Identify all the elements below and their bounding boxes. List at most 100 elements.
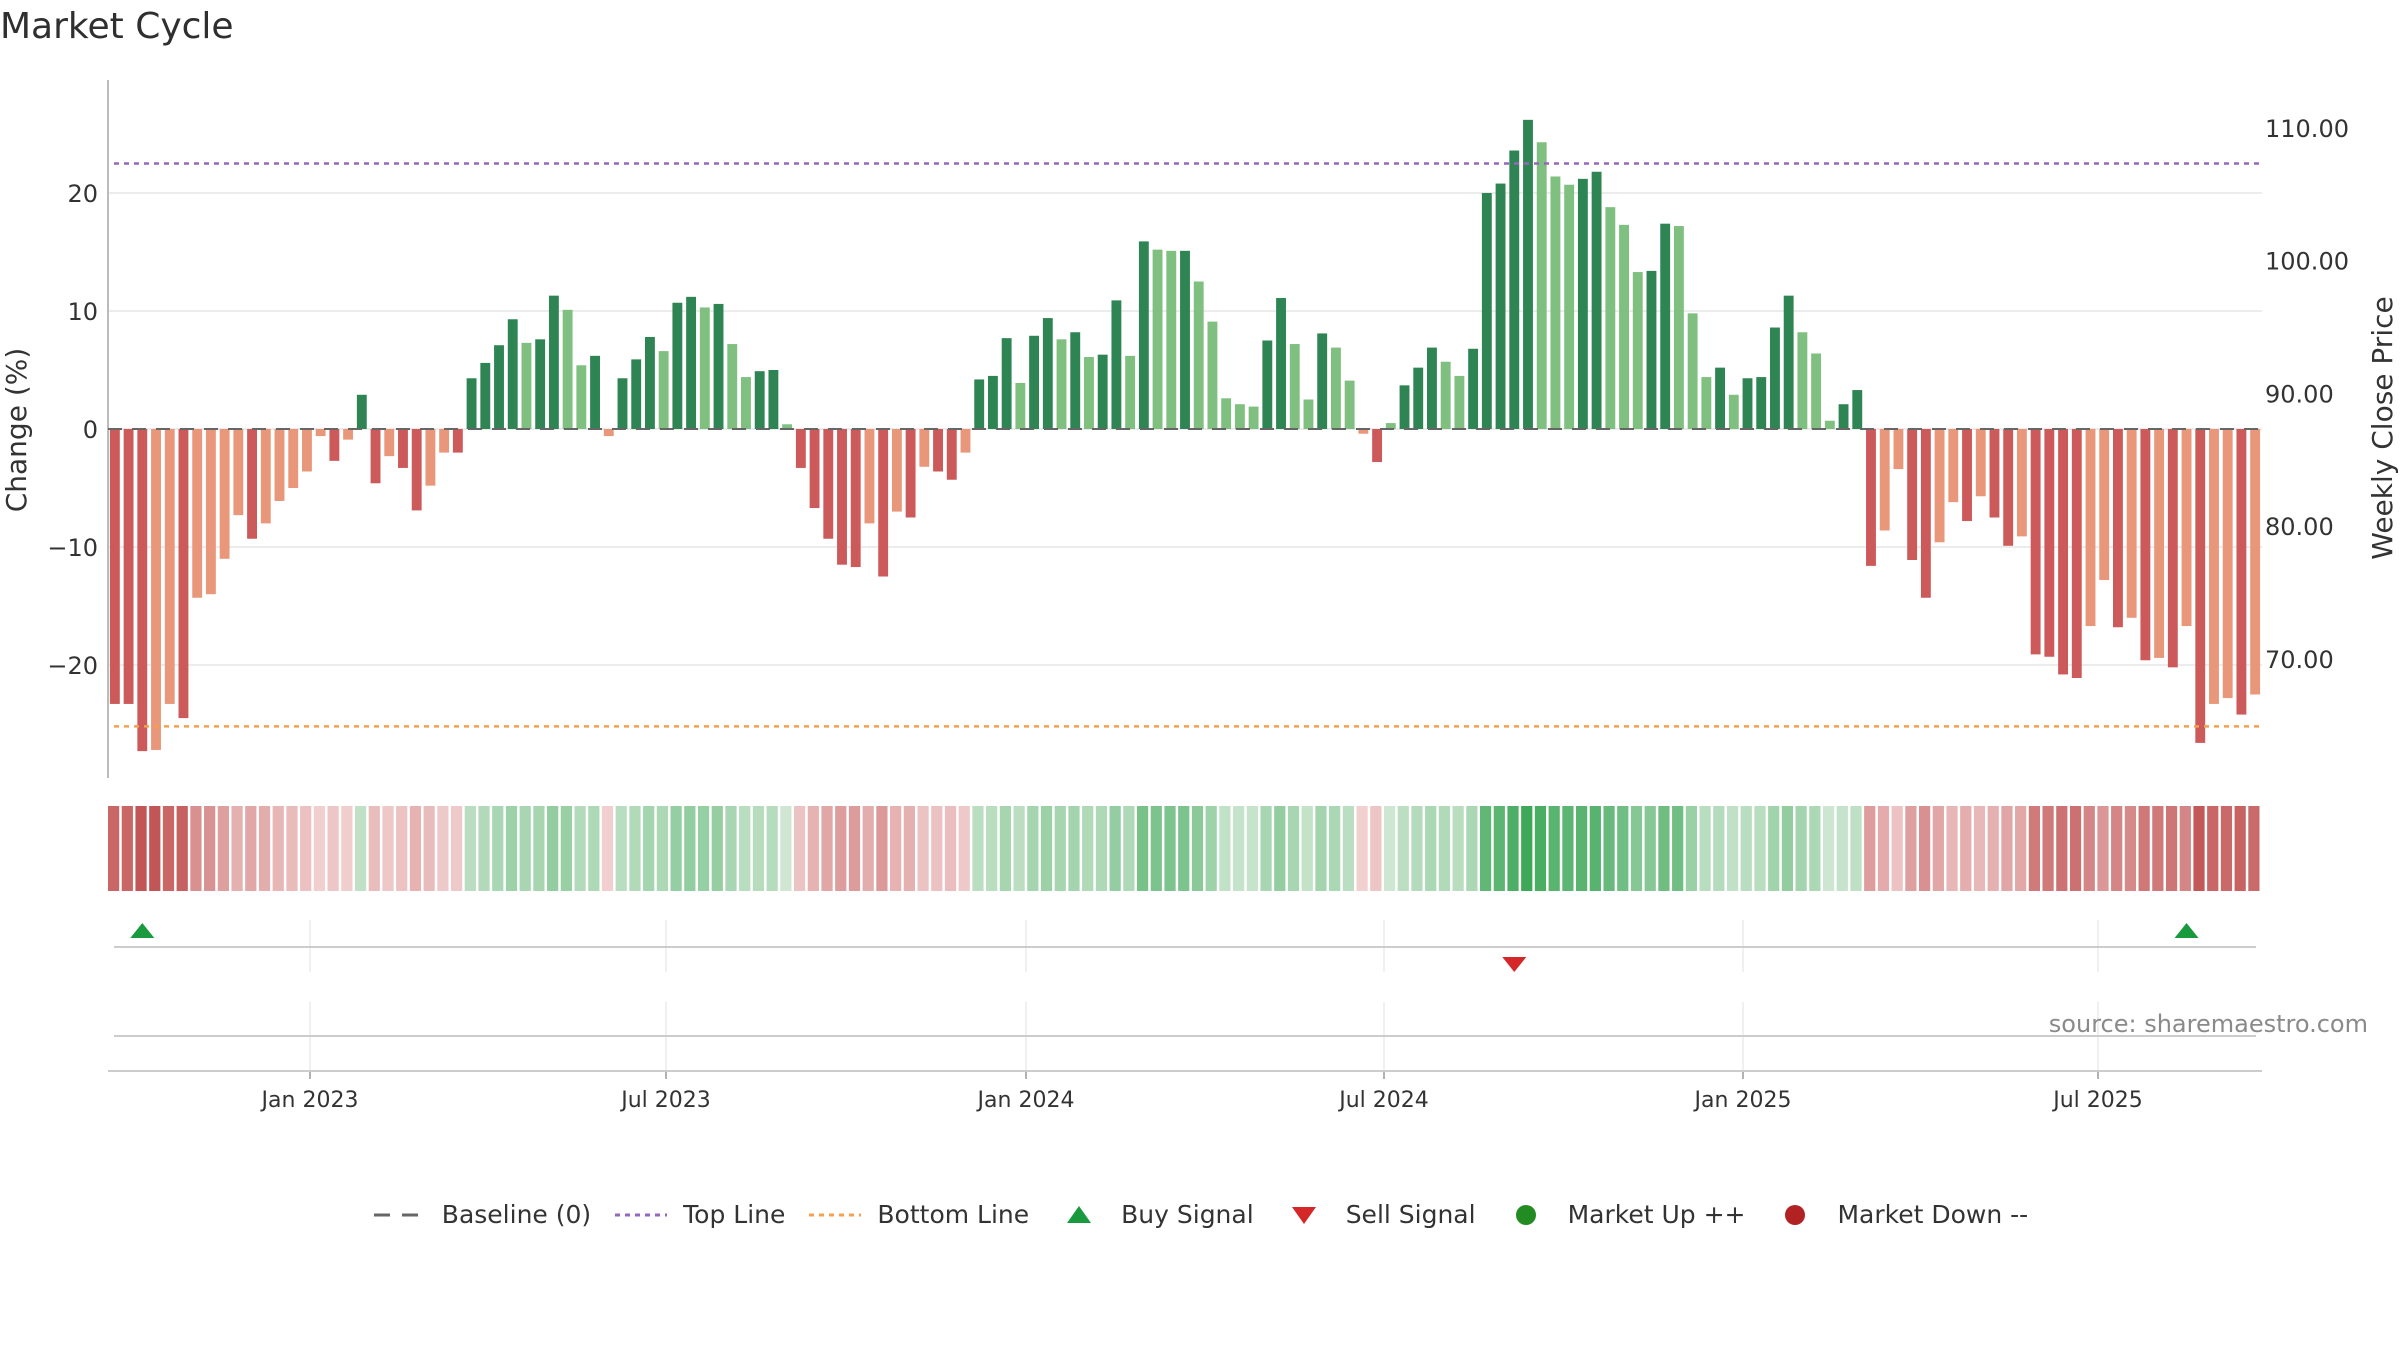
heat-cell <box>231 806 243 891</box>
market-cycle-chart: 20 10 0 −10 −20 110.00 100.00 90.00 80.00 70.00 Ch… <box>0 80 2399 1113</box>
bar <box>2250 429 2261 695</box>
legend-label-market-up: Market Up ++ <box>1567 1200 1746 1229</box>
heat-cell <box>739 806 751 891</box>
heat-cell <box>1919 806 1931 891</box>
signal-panel <box>114 923 2256 1037</box>
bar <box>850 429 861 568</box>
bar <box>2126 429 2137 618</box>
heat-cell <box>190 806 202 891</box>
bar <box>1001 338 1012 429</box>
bar <box>1701 377 1712 429</box>
bar <box>1344 380 1355 429</box>
heat-cell <box>1068 806 1080 891</box>
heat-cell <box>1246 806 1258 891</box>
bar <box>1536 142 1547 429</box>
bar <box>1770 327 1780 429</box>
bottom-line-swatch-icon <box>809 1213 862 1216</box>
heat-cell <box>1630 806 1643 891</box>
bar <box>1673 226 1684 429</box>
heat-cell <box>547 806 559 891</box>
heat-cell <box>1864 806 1876 891</box>
bar <box>741 377 751 429</box>
bar <box>1330 347 1341 429</box>
heat-cell <box>2111 806 2123 891</box>
bar <box>1715 367 1726 429</box>
heat-cell <box>2207 806 2219 891</box>
bar <box>960 429 971 453</box>
heat-cell <box>1973 806 1986 891</box>
bar <box>356 394 367 429</box>
bar <box>1317 333 1328 429</box>
bar <box>782 424 793 429</box>
heat-cell <box>752 806 765 891</box>
bar <box>1015 382 1026 429</box>
heat-cell <box>1795 806 1807 891</box>
y-tick-label-left: 10 <box>67 298 98 326</box>
heat-cell <box>300 806 312 891</box>
heat-cell <box>1672 806 1684 891</box>
heat-cell <box>972 806 984 891</box>
bar <box>1152 249 1163 429</box>
heat-cell <box>1260 806 1272 891</box>
bar <box>521 342 532 429</box>
heat-cell <box>1411 806 1423 891</box>
bar <box>1029 335 1040 429</box>
heat-cell <box>1178 806 1190 891</box>
bar <box>809 429 820 509</box>
bar <box>933 429 943 472</box>
bar <box>370 429 381 484</box>
legend-item-market-up[interactable]: Market Up ++ <box>1498 1200 1746 1229</box>
bar <box>1262 340 1273 429</box>
heat-cell <box>1274 806 1286 891</box>
x-tick-label: Jul 2025 <box>2051 1088 2143 1113</box>
heat-cell <box>1493 806 1505 891</box>
bar <box>1509 150 1520 429</box>
bar <box>974 379 985 429</box>
bar <box>205 429 216 595</box>
bar <box>548 295 559 429</box>
heat-cell <box>1356 806 1368 891</box>
bar <box>1385 423 1396 429</box>
heat-cell <box>1768 806 1780 891</box>
legend-label-market-down: Market Down -- <box>1837 1200 2029 1229</box>
y-tick-label-right: 70.00 <box>2265 646 2334 674</box>
heat-cell <box>2234 806 2246 891</box>
bar <box>754 371 765 429</box>
bar <box>1687 313 1698 429</box>
heat-cell <box>382 806 394 891</box>
legend-item-top-line[interactable]: Top Line <box>613 1200 785 1229</box>
bar <box>109 429 120 704</box>
legend-item-market-down[interactable]: Market Down -- <box>1767 1200 2028 1229</box>
bar <box>494 345 504 429</box>
bar <box>1481 193 1492 429</box>
legend-item-sell-signal[interactable]: Sell Signal <box>1276 1200 1476 1229</box>
heat-cell <box>1040 806 1053 891</box>
bar <box>727 344 738 429</box>
heat-cell <box>1507 806 1519 891</box>
bar <box>274 429 285 501</box>
bar <box>1756 377 1767 429</box>
heat-cell <box>903 806 915 891</box>
bar <box>1468 348 1479 429</box>
heat-cell <box>478 806 490 891</box>
y-tick-label-left: −20 <box>47 652 98 680</box>
bar <box>2113 429 2123 628</box>
heat-cell <box>876 806 888 891</box>
legend-item-buy-signal[interactable]: Buy Signal <box>1051 1200 1254 1229</box>
bar <box>2167 429 2178 668</box>
heat-cell <box>1877 806 1890 891</box>
bar <box>1934 429 1945 543</box>
heat-cell <box>560 806 572 891</box>
heat-cell <box>2015 806 2027 891</box>
heat-cell <box>656 806 669 891</box>
heat-cell <box>1301 806 1313 891</box>
y-tick-label-right: 90.00 <box>2265 380 2334 408</box>
heat-cell <box>588 806 600 891</box>
bar <box>1866 429 1876 566</box>
bar <box>576 365 587 429</box>
x-tick-label: Jul 2023 <box>619 1088 711 1113</box>
heat-cell <box>1191 806 1204 891</box>
legend-item-bottom-line[interactable]: Bottom Line <box>807 1200 1029 1229</box>
heat-cell <box>697 806 710 891</box>
legend-item-baseline[interactable]: Baseline (0) <box>372 1200 591 1229</box>
